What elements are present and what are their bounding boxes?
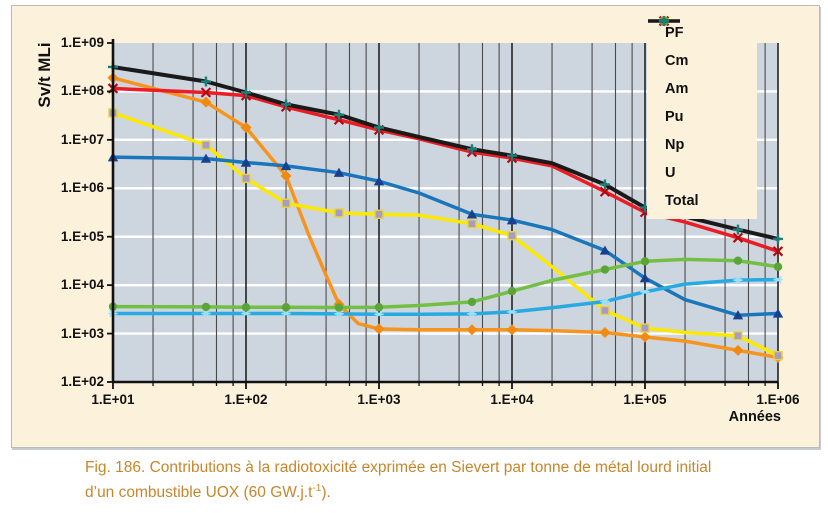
y-tick-label: 1.E+03 — [60, 325, 104, 341]
legend-label-pu: Pu — [665, 109, 684, 125]
caption-line1: Fig. 186. Contributions à la radiotoxici… — [85, 459, 712, 476]
y-axis-title: Sv/t MLi — [35, 42, 54, 108]
y-tick-label: 1.E+06 — [60, 180, 104, 196]
y-tick-label: 1.E+04 — [60, 277, 104, 293]
y-tick-label: 1.E+07 — [60, 131, 104, 147]
legend-label-u: U — [665, 165, 676, 181]
legend-label-pf: PF — [665, 25, 684, 41]
x-tick-label: 1.E+02 — [224, 392, 268, 407]
caption-line2: d’un combustible UOX (60 GW.j.t-1). — [85, 482, 331, 501]
legend-line-sample-total-icon — [648, 16, 680, 26]
x-tick-label: 1.E+05 — [623, 392, 667, 407]
x-tick-label: 1.E+04 — [490, 392, 534, 407]
y-tick-label: 1.E+08 — [60, 83, 104, 99]
y-tick-label: 1.E+02 — [60, 374, 104, 389]
legend-label-cm: Cm — [665, 53, 689, 69]
legend-label-np: Np — [665, 137, 685, 153]
legend-item-total: Total — [648, 16, 757, 215]
x-tick-label: 1.E+06 — [756, 392, 800, 407]
legend-item-pu: Pu — [648, 15, 757, 131]
x-tick-label: 1.E+03 — [357, 392, 401, 407]
chart-legend: PF Cm Am Pu Np U — [647, 13, 757, 219]
figure-caption: Fig. 186. Contributions à la radiotoxici… — [85, 456, 795, 506]
y-tick-label: 1.E+05 — [60, 228, 104, 244]
legend-item-np: Np — [648, 17, 757, 159]
legend-label-am: Am — [665, 81, 689, 97]
chart-panel: Sv/t MLi 1.E+09 1.E+08 1.E+07 1.E+06 1.E+05 1… — [11, 5, 820, 448]
legend-item-cm: Cm — [648, 16, 757, 75]
x-tick-label: 1.E+01 — [91, 392, 135, 407]
legend-item-am: Am — [648, 16, 757, 103]
legend-item-u: U — [648, 16, 757, 187]
legend-label-total: Total — [665, 193, 699, 209]
x-axis-title: Années — [728, 409, 781, 425]
y-tick-label: 1.E+09 — [60, 35, 104, 50]
